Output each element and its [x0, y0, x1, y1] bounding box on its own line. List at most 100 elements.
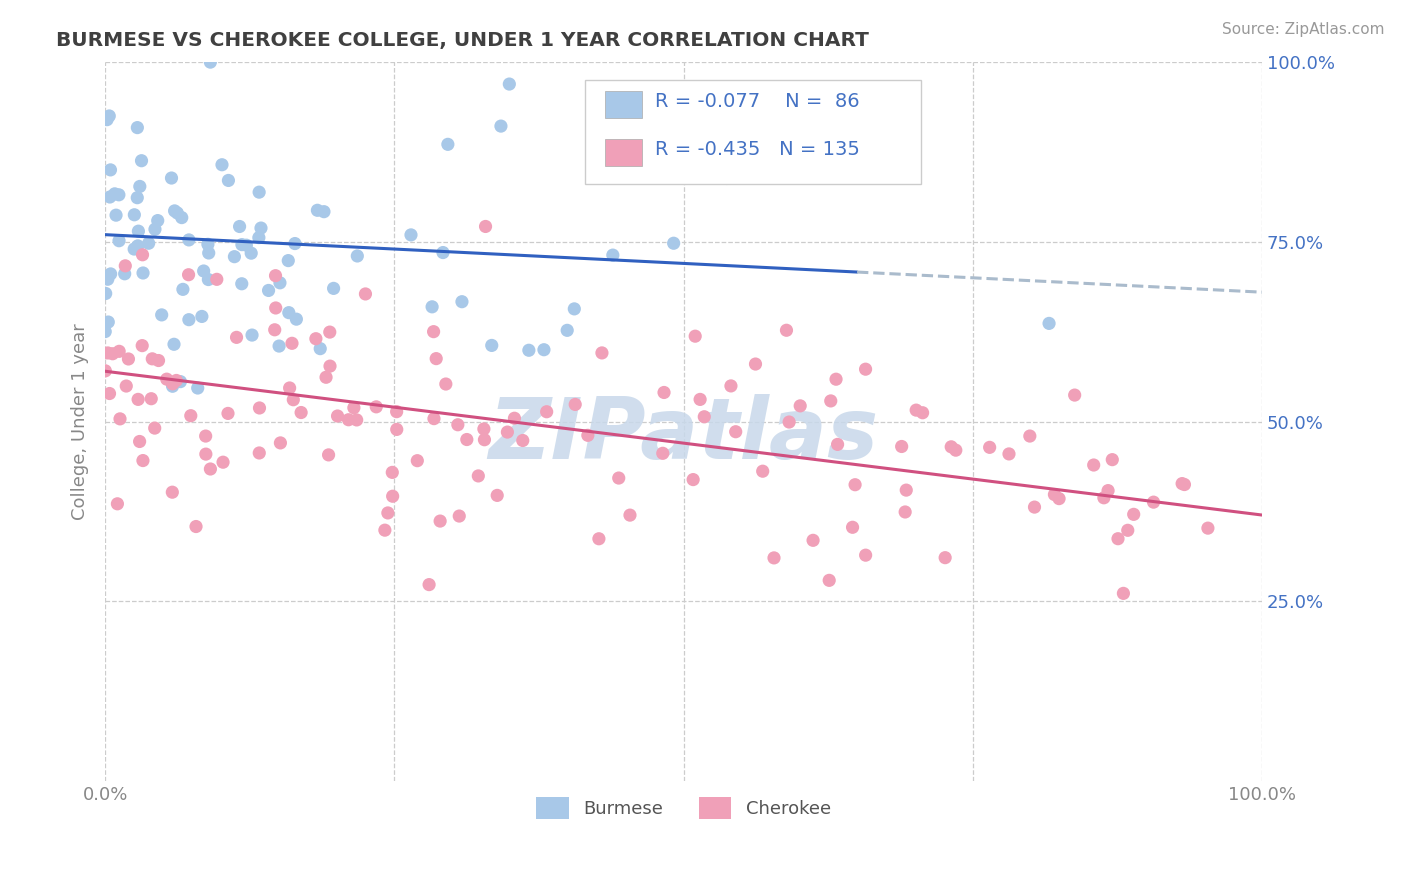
- Point: [283, 392, 305, 407]
- Point: [751, 464, 773, 478]
- Point: [98, 386, 121, 401]
- Point: [97, 315, 120, 329]
- Point: [187, 381, 209, 395]
- Point: [100, 162, 122, 177]
- Point: [94, 325, 117, 339]
- Point: [399, 227, 422, 242]
- Point: [720, 379, 742, 393]
- Point: [177, 268, 200, 282]
- Point: [354, 287, 377, 301]
- Point: [855, 548, 877, 562]
- Y-axis label: College, Under 1 year: College, Under 1 year: [72, 323, 89, 520]
- Point: [312, 204, 335, 219]
- Point: [96, 112, 118, 127]
- FancyBboxPatch shape: [585, 80, 921, 185]
- Point: [562, 301, 585, 316]
- Point: [172, 282, 194, 296]
- Point: [456, 433, 478, 447]
- Point: [305, 332, 328, 346]
- Point: [247, 230, 270, 244]
- Point: [212, 455, 235, 469]
- Point: [1116, 524, 1139, 538]
- Point: [763, 550, 786, 565]
- Point: [225, 330, 247, 344]
- Point: [264, 268, 287, 283]
- Point: [683, 329, 706, 343]
- Point: [143, 222, 166, 236]
- Point: [197, 272, 219, 286]
- Point: [100, 267, 122, 281]
- Point: [385, 422, 408, 436]
- Point: [619, 508, 641, 522]
- Point: [934, 550, 956, 565]
- Point: [235, 238, 257, 252]
- Point: [496, 425, 519, 439]
- Point: [474, 219, 496, 234]
- Point: [555, 323, 578, 337]
- Point: [423, 411, 446, 425]
- Point: [146, 213, 169, 227]
- Point: [818, 574, 841, 588]
- Point: [682, 473, 704, 487]
- Point: [177, 312, 200, 326]
- Point: [131, 153, 153, 168]
- Point: [128, 179, 150, 194]
- Point: [1063, 388, 1085, 402]
- Point: [211, 158, 233, 172]
- Point: [1024, 500, 1046, 514]
- Point: [1043, 487, 1066, 501]
- Point: [905, 403, 928, 417]
- Point: [896, 483, 918, 497]
- Point: [127, 191, 149, 205]
- Point: [1092, 491, 1115, 505]
- Point: [240, 246, 263, 260]
- Point: [156, 372, 179, 386]
- Point: [820, 393, 842, 408]
- Point: [114, 259, 136, 273]
- Point: [114, 267, 136, 281]
- Point: [346, 249, 368, 263]
- Point: [263, 323, 285, 337]
- Point: [744, 357, 766, 371]
- Point: [162, 379, 184, 393]
- Point: [290, 405, 312, 419]
- Point: [200, 55, 222, 70]
- Point: [269, 436, 291, 450]
- FancyBboxPatch shape: [605, 139, 643, 167]
- Point: [269, 276, 291, 290]
- Point: [97, 346, 120, 360]
- Text: R = -0.435   N = 135: R = -0.435 N = 135: [655, 140, 859, 160]
- Point: [498, 77, 520, 91]
- Point: [162, 485, 184, 500]
- Point: [141, 392, 163, 406]
- Point: [132, 266, 155, 280]
- Point: [894, 505, 917, 519]
- Point: [616, 163, 638, 178]
- Point: [775, 323, 797, 337]
- Text: ZIPatlas: ZIPatlas: [488, 394, 879, 477]
- Point: [911, 406, 934, 420]
- Point: [170, 211, 193, 225]
- Point: [131, 338, 153, 352]
- Point: [165, 374, 187, 388]
- Point: [247, 446, 270, 460]
- Point: [307, 203, 329, 218]
- Point: [267, 339, 290, 353]
- Point: [418, 577, 440, 591]
- Point: [337, 413, 360, 427]
- Point: [941, 440, 963, 454]
- Point: [191, 310, 214, 324]
- Point: [449, 509, 471, 524]
- Point: [122, 242, 145, 256]
- Point: [1142, 495, 1164, 509]
- Point: [432, 245, 454, 260]
- Point: [716, 171, 738, 186]
- Point: [277, 253, 299, 268]
- Point: [281, 336, 304, 351]
- Point: [108, 234, 131, 248]
- Point: [447, 417, 470, 432]
- Point: [108, 412, 131, 426]
- Point: [381, 489, 404, 503]
- Point: [1122, 508, 1144, 522]
- Point: [138, 236, 160, 251]
